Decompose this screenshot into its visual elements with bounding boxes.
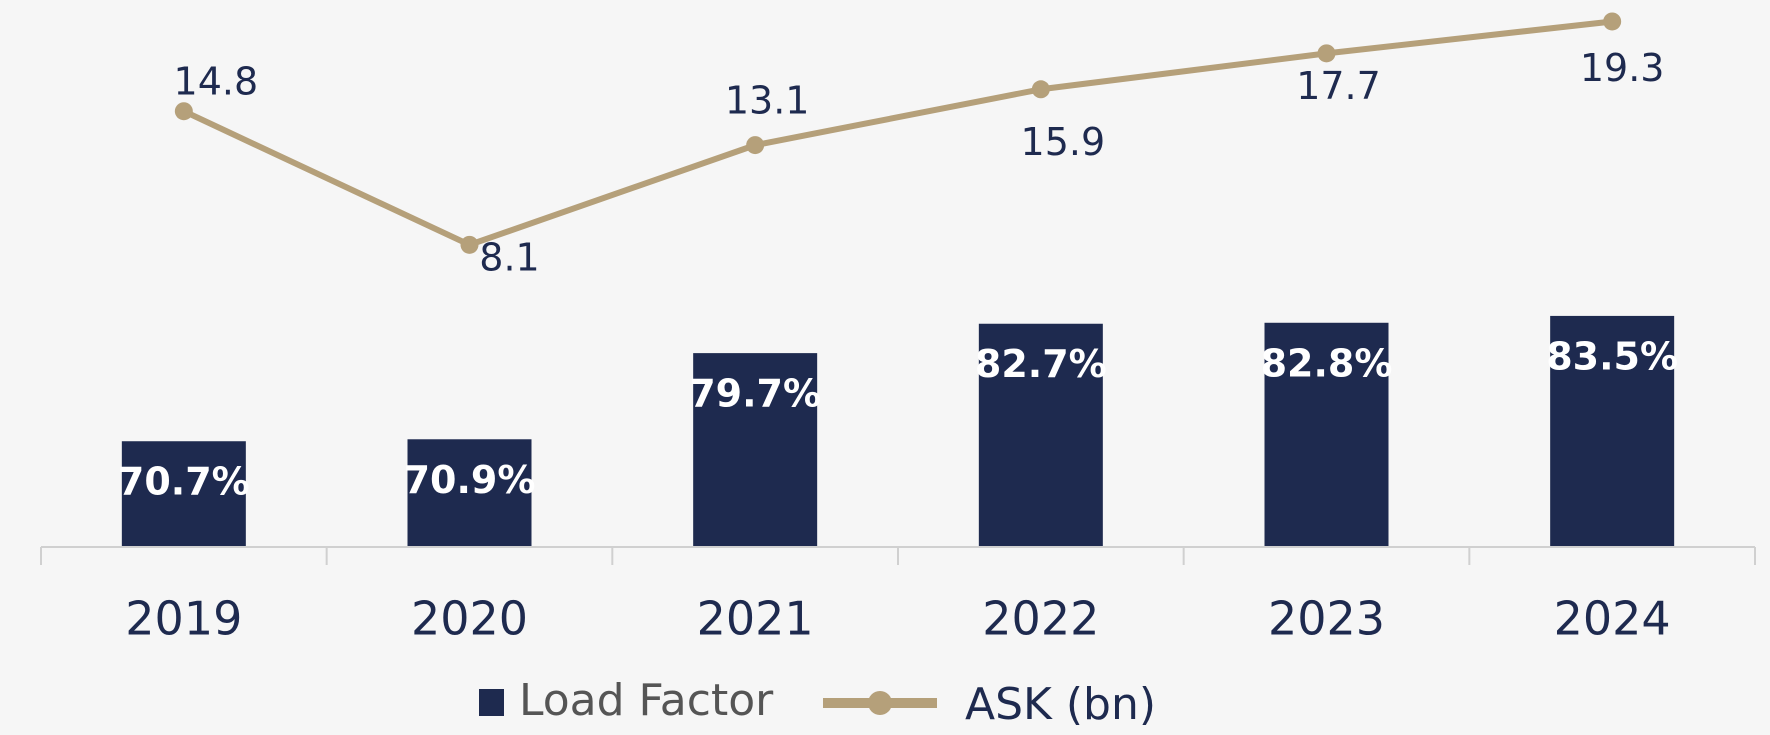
line-marker	[174, 102, 193, 121]
line-value-label: 15.9	[1021, 120, 1106, 164]
x-tick-label: 2022	[982, 592, 1099, 646]
legend-swatch	[479, 689, 504, 716]
bar	[1550, 315, 1675, 546]
bar	[121, 441, 246, 546]
line-value-label: 17.7	[1296, 64, 1381, 108]
x-tick-label: 2023	[1268, 592, 1385, 646]
x-tick-label: 2024	[1554, 592, 1671, 646]
line	[182, 18, 1613, 248]
bar	[407, 439, 532, 546]
bar-value-label: 79.7%	[689, 372, 821, 416]
legend-marker	[868, 691, 892, 715]
bar	[693, 353, 818, 546]
bar	[978, 323, 1103, 546]
bar-value-label: 83.5%	[1546, 334, 1678, 378]
line-value-label: 14.8	[174, 60, 259, 104]
line-marker	[746, 136, 765, 155]
bar-value-label: 82.8%	[1261, 341, 1393, 385]
line-value-label: 19.3	[1580, 46, 1665, 90]
line-value-label: 8.1	[479, 235, 539, 279]
bar-value-label: 70.9%	[404, 458, 536, 502]
line-marker	[1031, 80, 1050, 99]
x-tick-label: 2020	[411, 592, 528, 646]
bar-value-label: 82.7%	[975, 342, 1107, 386]
legend-label: ASK (bn)	[965, 679, 1156, 730]
line-value-label: 13.1	[725, 79, 810, 123]
line-marker	[460, 235, 479, 254]
x-tick-label: 2021	[697, 592, 814, 646]
bar	[1264, 322, 1389, 546]
line-marker	[1603, 12, 1622, 31]
line-marker	[1317, 44, 1336, 63]
bar-value-label: 70.7%	[118, 460, 250, 504]
legend-label: Load Factor	[519, 675, 774, 726]
x-tick-label: 2019	[125, 592, 242, 646]
